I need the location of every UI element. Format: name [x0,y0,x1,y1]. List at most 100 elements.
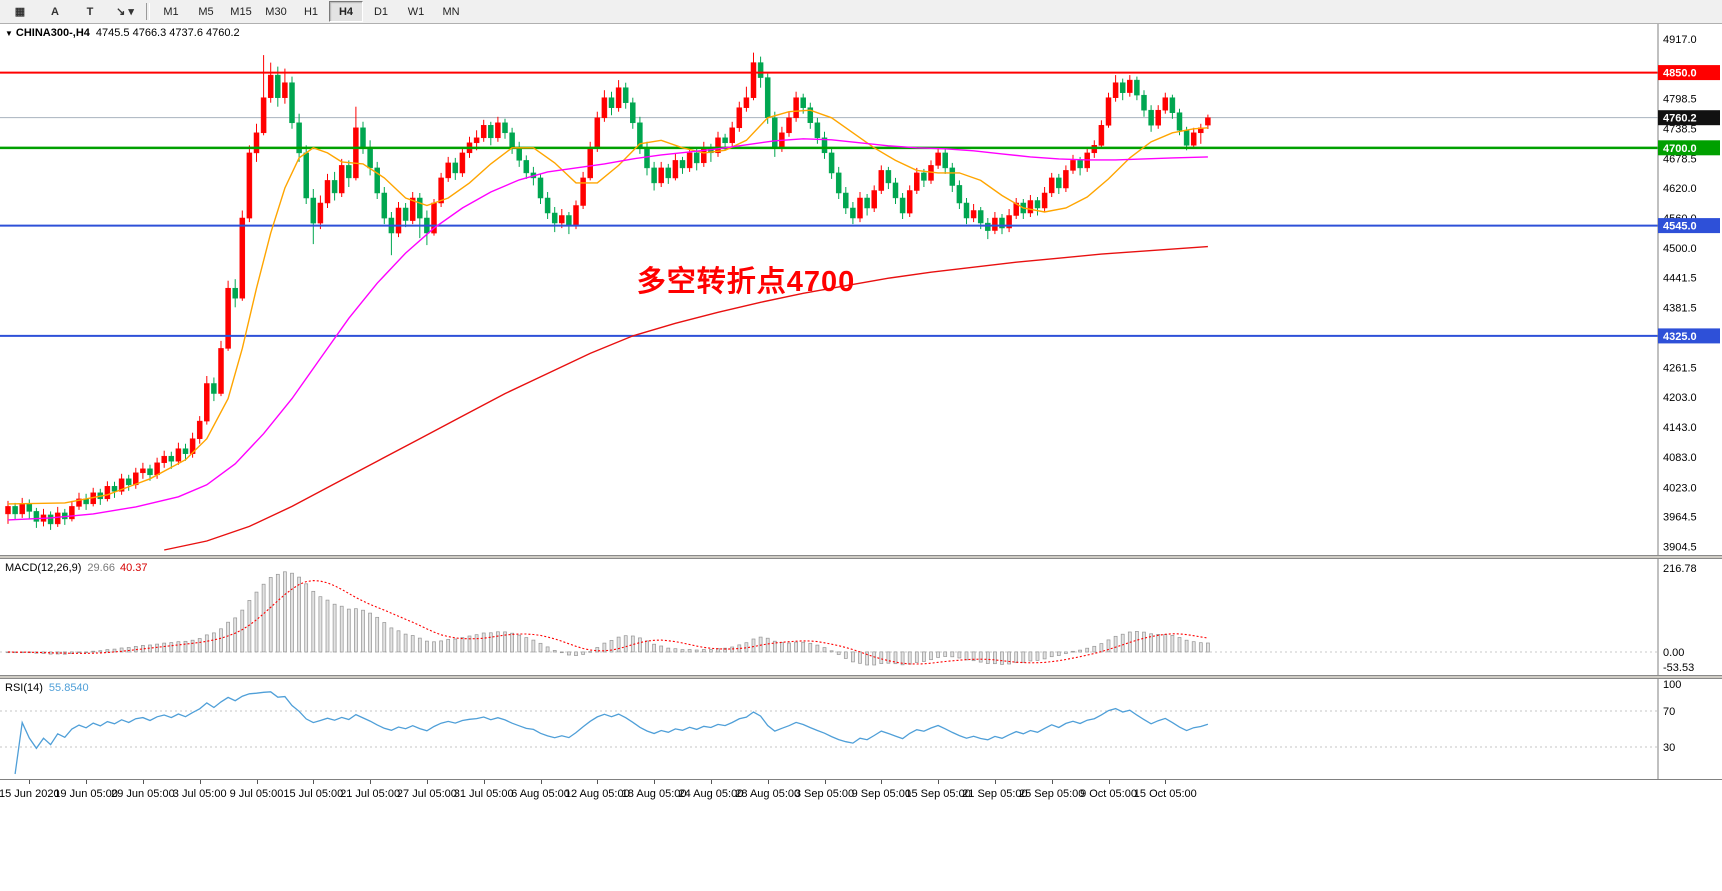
time-axis-label: 15 Oct 05:00 [1133,788,1197,800]
macd-axis-label: 216.78 [1663,563,1697,575]
time-axis-label: 15 Sep 05:00 [905,788,971,800]
price-badge-4760.2 [1658,110,1720,126]
timeframe-H4-button[interactable]: H4 [329,1,363,22]
timeframe-D1-button[interactable]: D1 [373,5,389,18]
time-axis-label: 21 Sep 05:00 [962,788,1028,800]
macd-canvas[interactable]: 216.78 0.00 -53.53 [0,559,1722,675]
price-badge-4850.0 [1658,65,1720,81]
time-axis-tick [1108,780,1110,784]
svg-text:4738.5: 4738.5 [1663,124,1697,136]
time-axis-label: 25 Sep 05:00 [1018,788,1085,800]
bottom-filler [0,815,1722,891]
time-axis-tick [824,780,826,784]
time-axis-tick [597,780,599,784]
rsi-axis-label: 70 [1663,706,1675,718]
timeframe-M1-button[interactable]: M1 [163,5,179,18]
svg-text:4545.0: 4545.0 [1663,221,1697,233]
time-axis[interactable]: 15 Jun 2020 19 Jun 05:00 29 Jun 05:00 3 Jul… [0,779,1722,815]
rsi-canvas[interactable]: 100 70 30 [0,679,1722,779]
time-axis-tick [1051,780,1053,784]
time-axis-label: 19 Jun 05:00 [54,788,118,800]
macd-axis-label: -53.53 [1663,662,1694,674]
macd-signal-value: 40.37 [119,562,148,574]
time-axis-tick [370,780,372,784]
price-badge-4700.0 [1658,140,1720,156]
time-axis-tick [1165,780,1167,784]
time-axis-tick [199,780,201,784]
rsi-pane[interactable]: 100 70 30 RSI(14) 55.8540 [0,679,1722,779]
time-axis-tick [256,780,258,784]
price-badge-4325.0 [1658,328,1720,344]
time-axis-label: 29 Jun 05:00 [111,788,175,800]
timeframe-MN-button[interactable]: MN [442,5,460,18]
svg-text:4620.0: 4620.0 [1663,183,1697,195]
time-axis-tick [767,780,769,784]
rsi-axis-label: 100 [1663,679,1681,691]
svg-text:3904.5: 3904.5 [1663,542,1697,554]
pane-splitter[interactable] [0,675,1722,679]
ma-fast-orange [7,109,1208,505]
svg-text:4441.5: 4441.5 [1663,273,1697,285]
svg-text:4678.5: 4678.5 [1663,154,1697,166]
pane-splitter[interactable] [0,555,1722,559]
time-axis-tick [313,780,315,784]
svg-text:4760.2: 4760.2 [1663,113,1697,125]
macd-label: MACD(12,26,9) [5,562,82,574]
text-label-a-icon[interactable]: A [51,5,59,18]
charts-grid-icon[interactable]: ▦ [14,6,26,18]
drawing-tools-group: ▦ A T ↘ ▾ [3,1,142,22]
toolbar-separator [146,3,150,20]
ma-slow-red [164,245,1208,551]
timeframe-buttons-group: M1 M5 M15 M30 H1 H4 D1 W1 MN [154,1,468,22]
time-axis-label: 21 Jul 05:00 [340,788,401,800]
ohlc-values: 4745.5 4766.3 4737.6 4760.2 [95,27,240,39]
price-chart-canvas[interactable]: 4917.04857.04798.54738.54678.54620.04560… [0,24,1722,555]
rsi-value: 55.8540 [48,682,89,694]
time-axis-label: 27 Jul 05:00 [396,788,457,800]
svg-text:4500.0: 4500.0 [1663,243,1697,255]
macd-value: 29.66 [87,562,115,574]
time-axis-tick [142,780,144,784]
time-axis-label: 28 Aug 05:00 [735,788,801,800]
svg-text:4083.0: 4083.0 [1663,452,1697,464]
chart-annotation-text: 多空转折点4700 [636,266,856,298]
timeframe-M5-button[interactable]: M5 [198,5,214,18]
svg-text:4023.0: 4023.0 [1663,482,1697,494]
time-axis-label: 3 Jul 05:00 [172,788,227,800]
time-axis-tick [654,780,656,784]
timeframe-H1-button[interactable]: H1 [303,5,319,18]
timeframe-W1-button[interactable]: W1 [407,5,425,18]
line-studies-icon[interactable]: ↘ ▾ [116,6,134,18]
timeframe-M15-button[interactable]: M15 [230,5,252,18]
macd-histogram [6,571,1210,666]
time-axis-label: 9 Sep 05:00 [851,788,911,800]
chart-context-icon[interactable]: ▼ [5,28,13,38]
svg-text:4325.0: 4325.0 [1663,331,1697,343]
timeframe-M30-button[interactable]: M30 [265,5,287,18]
time-axis-tick [426,780,428,784]
main-toolbar: ▦ A T ↘ ▾ M1 M5 M15 M30 H1 H4 D1 W1 MN [0,0,1722,24]
time-axis-label: 12 Aug 05:00 [564,788,630,800]
time-axis-tick [483,780,485,784]
symbol-period-label: CHINA300-,H4 [15,27,90,39]
price-pane[interactable]: 4917.04857.04798.54738.54678.54620.04560… [0,24,1722,555]
macd-pane[interactable]: 216.78 0.00 -53.53 MACD(12,26,9) 29.66 40.… [0,559,1722,675]
svg-text:4261.5: 4261.5 [1663,363,1697,375]
macd-title: MACD(12,26,9) 29.66 40.37 [5,562,147,574]
text-label-t-icon[interactable]: T [86,5,94,18]
ma-mid-magenta [7,138,1208,521]
svg-text:4850.0: 4850.0 [1663,68,1697,80]
price-badge-4545.0 [1658,218,1720,234]
time-axis-label: 9 Oct 05:00 [1080,788,1137,800]
chart-title: ▼ CHINA300-,H4 4745.5 4766.3 4737.6 4760… [5,27,240,39]
macd-axis-label: 0.00 [1663,647,1684,659]
svg-text:4917.0: 4917.0 [1663,34,1697,46]
rsi-line [14,691,1209,775]
time-axis-tick [29,780,31,784]
chart-window: 4917.04857.04798.54738.54678.54620.04560… [0,24,1722,891]
macd-signal-line [7,580,1208,665]
rsi-axis-label: 30 [1663,742,1675,754]
time-axis-tick [710,780,712,784]
time-axis-label: 31 Jul 05:00 [453,788,514,800]
